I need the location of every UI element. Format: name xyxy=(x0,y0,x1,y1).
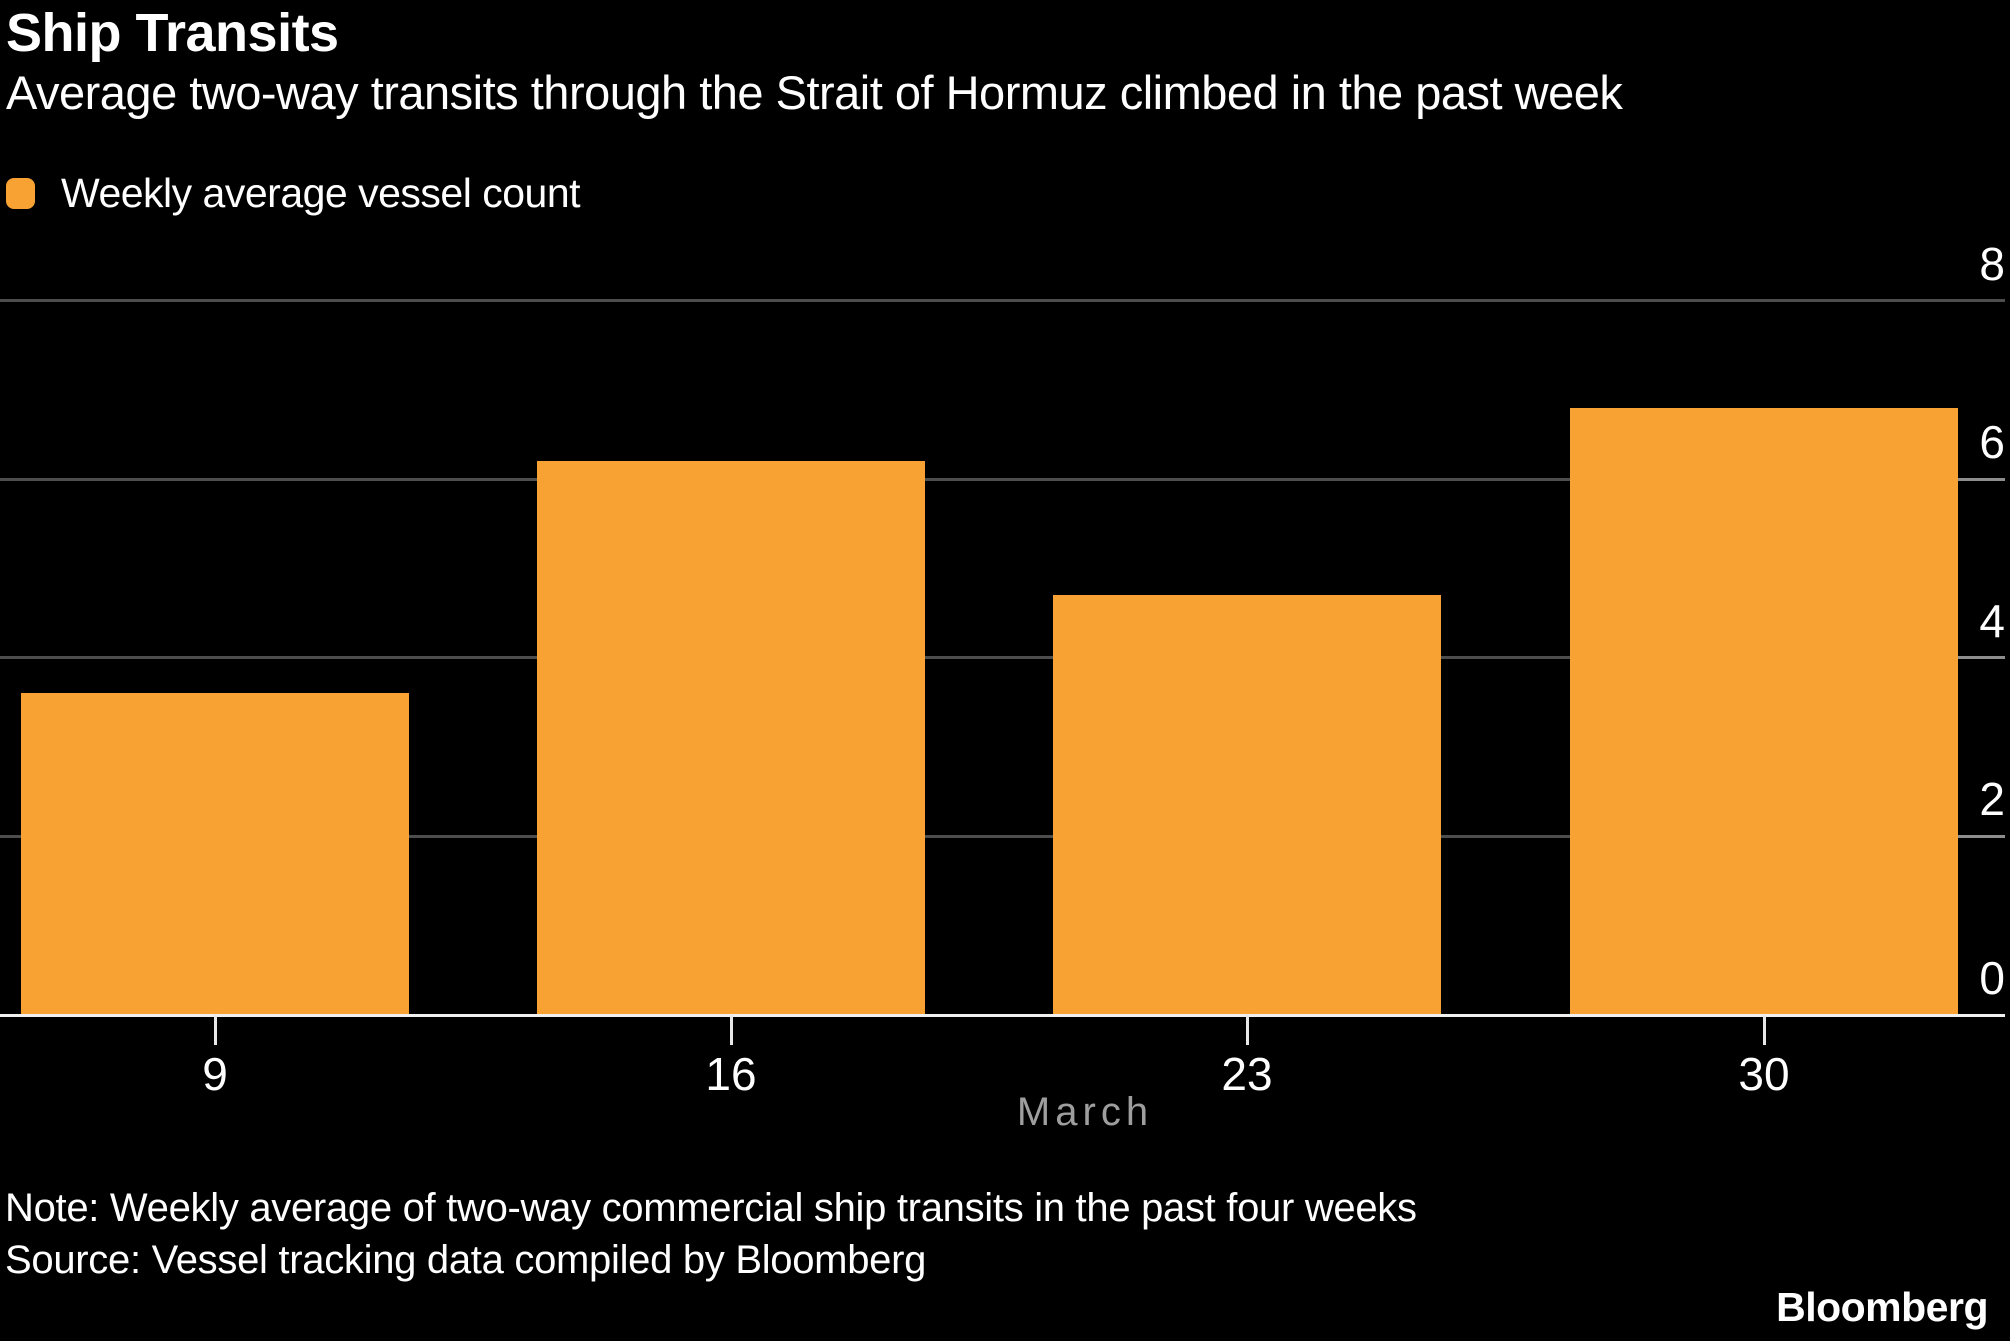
y-tick-label-4: 4 xyxy=(1979,594,2005,647)
chart-title: Ship Transits xyxy=(6,3,339,63)
gridline-y2 xyxy=(0,834,2005,838)
y-tick-label-2: 2 xyxy=(1979,773,2005,826)
x-tick-mark-23 xyxy=(1245,1015,1249,1045)
bar-16 xyxy=(537,461,925,1015)
x-axis-month-label: March xyxy=(1016,1090,1154,1134)
chart-subtitle: Average two-way transits through the Str… xyxy=(6,66,1623,119)
x-tick-label-30: 30 xyxy=(1738,1048,1790,1100)
bar-9 xyxy=(21,693,409,1015)
x-tick-label-23: 23 xyxy=(1221,1048,1273,1100)
x-tick-label-16: 16 xyxy=(705,1048,757,1100)
footnote: Note: Weekly average of two-way commerci… xyxy=(5,1186,1417,1230)
x-tick-mark-30 xyxy=(1762,1015,1766,1045)
x-tick-label-9: 9 xyxy=(202,1048,228,1100)
gridline-y4 xyxy=(0,656,2005,660)
y-tick-stub-6 xyxy=(1958,477,2005,481)
y-tick-stub-2 xyxy=(1958,834,2005,838)
y-tick-label-8: 8 xyxy=(1979,237,2005,290)
x-tick-mark-9 xyxy=(213,1015,217,1045)
legend-label: Weekly average vessel count xyxy=(61,170,581,216)
x-axis-line xyxy=(0,1013,2005,1017)
bloomberg-logo: Bloomberg xyxy=(1776,1284,1988,1330)
bar-23 xyxy=(1053,595,1441,1015)
source-line: Source: Vessel tracking data compiled by… xyxy=(5,1238,927,1282)
y-tick-label-0: 0 xyxy=(1979,952,2005,1004)
legend-swatch-icon xyxy=(6,178,35,209)
y-tick-label-6: 6 xyxy=(1979,416,2005,469)
gridline-y8 xyxy=(0,299,2005,302)
gridline-y6 xyxy=(0,477,2005,481)
y-tick-stub-4 xyxy=(1958,656,2005,660)
legend: Weekly average vessel count xyxy=(6,170,581,217)
x-tick-mark-16 xyxy=(729,1015,733,1045)
bar-30 xyxy=(1570,407,1958,1015)
